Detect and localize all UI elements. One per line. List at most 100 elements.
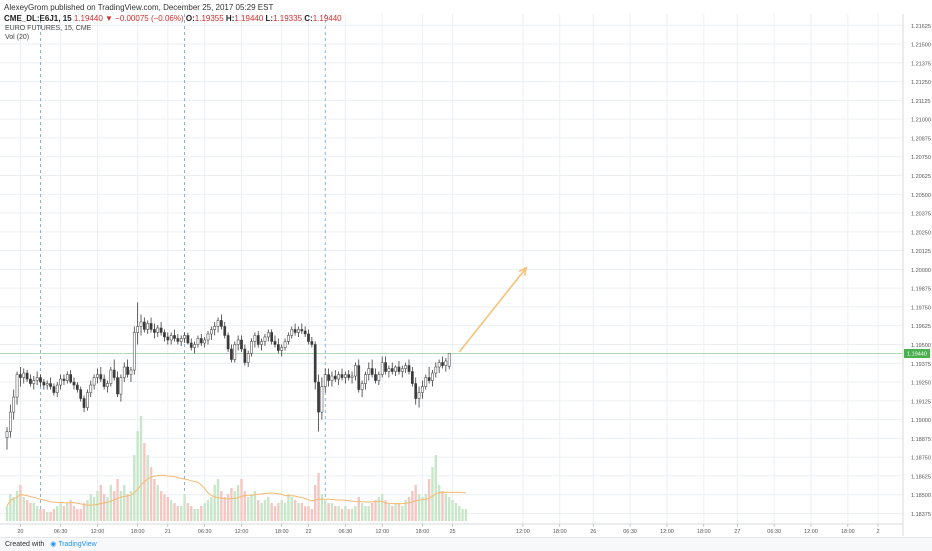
- candle-body: [327, 374, 330, 381]
- volume-ma-line: [6, 474, 466, 507]
- y-tick-label: 1.21500: [911, 43, 931, 49]
- candle: [79, 386, 83, 402]
- candle-body: [260, 341, 263, 345]
- volume-bar: [300, 503, 303, 521]
- candle-body: [112, 369, 116, 378]
- candle-body: [89, 384, 93, 393]
- candle: [149, 317, 153, 333]
- candle-body: [444, 360, 448, 366]
- y-tick-label: 1.21250: [911, 80, 931, 86]
- x-tick-label: 12:00: [375, 529, 389, 535]
- candle: [447, 353, 451, 370]
- candle-body: [340, 374, 344, 378]
- x-tick-label: 18:00: [131, 529, 145, 535]
- time-axis[interactable]: 20 06:30 12:00 18:00 21 06:30 12:00 18:00 22 06:3…: [0, 523, 903, 535]
- y-tick-label: 1.20000: [911, 268, 931, 274]
- candle-body: [434, 366, 438, 374]
- candle: [99, 367, 103, 383]
- volume-bar: [210, 497, 213, 521]
- chart-header: AlexeyGrom published on TradingView.com,…: [4, 2, 342, 24]
- grid-lines: [0, 14, 903, 524]
- volume-bar: [233, 491, 236, 521]
- candle-body: [5, 431, 9, 438]
- candle: [112, 359, 116, 381]
- y-tick-label: 1.19000: [911, 418, 931, 424]
- candle: [414, 377, 418, 405]
- candle: [65, 371, 69, 384]
- candle: [421, 380, 424, 399]
- candle-body: [303, 330, 307, 335]
- volume-bar: [106, 497, 109, 521]
- candle: [263, 333, 267, 346]
- candle-body: [394, 366, 397, 372]
- candle: [427, 367, 431, 384]
- volume-bar: [113, 491, 116, 521]
- candle-body: [163, 332, 166, 338]
- volume-bar: [126, 494, 129, 521]
- volume-bar: [424, 494, 427, 521]
- tradingview-brand[interactable]: TradingView: [58, 541, 97, 548]
- candle: [169, 332, 173, 345]
- volume-bar: [267, 497, 270, 521]
- candle-body: [220, 320, 223, 327]
- volume-bar: [226, 494, 230, 521]
- candle: [287, 332, 290, 345]
- candle: [400, 365, 404, 378]
- volume-bar: [381, 494, 384, 521]
- candle-body: [297, 329, 300, 333]
- volume-bar: [12, 497, 15, 521]
- candle-body: [76, 384, 79, 390]
- candle: [72, 377, 76, 390]
- candle: [69, 370, 73, 384]
- chart-canvas[interactable]: 1.21625 1.21500 1.21375 1.21250 1.21125 1.210…: [0, 0, 932, 537]
- candle-body: [156, 327, 160, 333]
- candle-body: [42, 381, 46, 386]
- publish-line: AlexeyGrom published on TradingView.com,…: [4, 2, 342, 13]
- volume-bar: [253, 491, 257, 521]
- candle-body: [347, 374, 351, 378]
- candle-body: [149, 323, 153, 330]
- y-tick-label: 1.20250: [911, 230, 931, 236]
- candle: [102, 374, 106, 390]
- candle-body: [119, 377, 123, 395]
- author-link[interactable]: AlexeyGrom: [4, 3, 49, 12]
- candle: [5, 427, 9, 450]
- candle: [444, 358, 448, 372]
- candle: [240, 335, 243, 352]
- candle: [337, 371, 340, 386]
- volume-bar: [370, 503, 374, 521]
- candle: [417, 386, 421, 408]
- volume-bar: [163, 494, 166, 521]
- y-tick-label: 1.18875: [911, 437, 931, 443]
- projection-arrow[interactable]: [458, 266, 528, 353]
- candle-body: [344, 374, 347, 378]
- price-axis[interactable]: 1.21625 1.21500 1.21375 1.21250 1.21125 1.210…: [902, 14, 931, 536]
- open-value: 1.19355: [194, 14, 224, 23]
- candle: [293, 323, 297, 336]
- volume-legend[interactable]: Vol (20): [5, 34, 30, 41]
- candle: [143, 317, 146, 333]
- series-legend[interactable]: EURO FUTURES, 15, CME: [5, 25, 92, 32]
- last-price-badge: [904, 348, 930, 358]
- candle: [250, 338, 253, 357]
- candle-body: [280, 347, 284, 351]
- x-tick-label: 06:30: [623, 529, 637, 535]
- candle-body: [404, 365, 407, 369]
- candle: [163, 329, 166, 342]
- volume-bar: [220, 491, 223, 521]
- candle: [434, 362, 438, 378]
- volume-bar: [290, 497, 293, 521]
- candle-body: [82, 398, 86, 408]
- volume-bar: [314, 485, 317, 521]
- candle-body: [447, 353, 451, 367]
- candle: [12, 389, 16, 420]
- publish-info: published on TradingView.com, December 2…: [50, 3, 274, 12]
- candle-body: [19, 374, 22, 378]
- candle-body: [357, 365, 361, 390]
- candle: [253, 332, 257, 348]
- volume-bar: [340, 509, 344, 521]
- candle-body: [79, 389, 83, 399]
- candle: [387, 365, 391, 378]
- candle-body: [189, 342, 193, 348]
- candle: [89, 380, 93, 398]
